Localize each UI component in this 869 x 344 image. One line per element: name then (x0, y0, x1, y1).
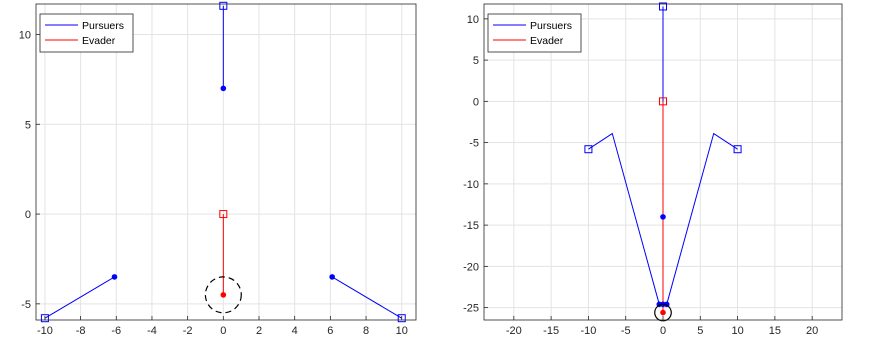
x-tick-label: 20 (806, 325, 818, 337)
y-tick-label: 5 (473, 55, 479, 67)
series-line-1 (44, 276, 115, 319)
series-line-2 (666, 132, 738, 305)
legend: Pursuers Evader (39, 13, 134, 53)
x-tick-label: 10 (396, 325, 408, 337)
legend: Pursuers Evader (487, 13, 582, 53)
x-tick-label: 8 (363, 325, 369, 337)
x-tick-label: 2 (256, 325, 262, 337)
series-line-2 (331, 276, 402, 319)
x-tick-label: -2 (183, 325, 193, 337)
y-tick-label: -20 (463, 261, 479, 273)
legend-label-1: Evader (530, 35, 564, 47)
axes-box (35, 3, 417, 321)
y-tick-label: 5 (25, 119, 31, 131)
legend-label-1: Evader (82, 35, 116, 47)
start-marker-2 (397, 314, 406, 323)
x-tick-label: -20 (506, 325, 522, 337)
start-marker-3 (659, 97, 667, 106)
x-tick-label: 6 (327, 325, 333, 337)
start-marker-2 (733, 145, 742, 154)
end-marker-2 (329, 274, 335, 280)
x-tick-label: 10 (731, 325, 743, 337)
mid-marker-0 (660, 214, 666, 220)
legend-label-0: Pursuers (82, 20, 124, 32)
x-tick-label: -6 (111, 325, 121, 337)
legend-box (487, 13, 582, 53)
x-tick-label: 0 (220, 325, 226, 337)
y-tick-label: -15 (463, 220, 479, 232)
y-tick-label: -5 (21, 299, 31, 311)
start-marker-0 (219, 1, 228, 10)
x-tick-label: -10 (580, 325, 596, 337)
chart-1: -10 -8 -6 -4 -2 0 2 4 6 8 10 -5 0 5 10 Pursuers Evader (19, 1, 417, 337)
end-marker-3 (660, 309, 666, 316)
start-marker-1 (584, 145, 593, 154)
x-tick-label: -8 (76, 325, 86, 337)
y-tick-label: -10 (463, 179, 479, 191)
x-tick-label: -15 (543, 325, 559, 337)
x-tick-label: -4 (147, 325, 157, 337)
y-tick-label: -25 (463, 303, 479, 315)
y-tick-label: 10 (19, 30, 31, 42)
y-tick-label: -5 (469, 138, 479, 150)
x-tick-label: 4 (292, 325, 298, 337)
y-tick-label: 10 (467, 14, 479, 26)
end-marker-0 (220, 85, 227, 92)
x-tick-label: -5 (621, 325, 631, 337)
x-tick-label: 0 (660, 325, 666, 337)
legend-label-0: Pursuers (530, 20, 572, 32)
y-tick-label: 0 (25, 209, 31, 221)
end-marker-1 (111, 274, 118, 280)
capture-circle (654, 303, 672, 322)
series-line-1 (588, 132, 660, 305)
x-tick-label: 5 (697, 325, 703, 337)
y-tick-label: 0 (473, 96, 479, 108)
capture-circle (204, 276, 242, 314)
x-tick-label: 15 (769, 325, 781, 337)
start-marker-0 (659, 2, 667, 11)
plot-area (36, 4, 416, 320)
end-marker-3 (220, 292, 227, 298)
x-tick-label: -10 (37, 325, 53, 337)
start-marker-1 (40, 314, 49, 323)
chart-2: -20 -15 -10 -5 0 5 10 15 20 -25 -20 -15 -10 -5 0 5 10 Pur… (463, 2, 843, 337)
legend-box (39, 13, 134, 53)
start-marker-3 (219, 210, 228, 219)
